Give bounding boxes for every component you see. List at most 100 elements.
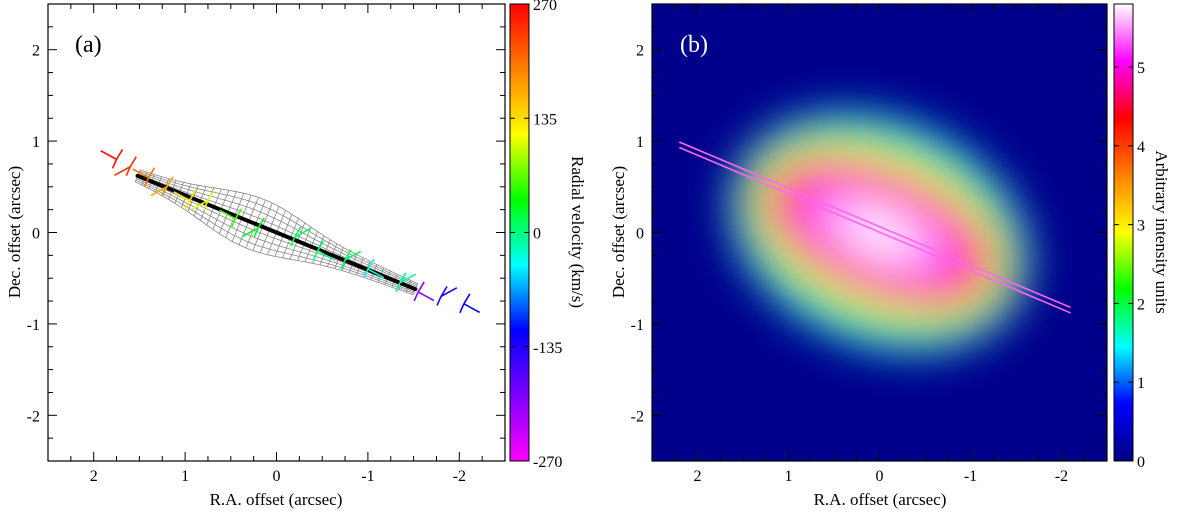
vector-shaft — [344, 250, 362, 261]
vector-shaft — [463, 303, 481, 314]
x-tick-label: 0 — [876, 468, 884, 485]
vector-barb — [395, 282, 401, 293]
velocity-vector — [340, 249, 362, 270]
y-tick-label: -2 — [631, 408, 644, 425]
vector-barb — [125, 166, 131, 177]
vector-barb — [399, 272, 407, 284]
velocity-vector — [191, 190, 215, 210]
colorbar-tick-label: 5 — [1137, 60, 1145, 77]
vector-barb — [184, 200, 191, 210]
panel-b-colorbar-ticks: 5 4 3 2 1 0 — [1114, 60, 1145, 471]
vector-barb — [312, 250, 319, 261]
vector-barb — [253, 227, 259, 238]
vector-barb — [290, 236, 296, 247]
colorbar-tick-label: -270 — [533, 454, 562, 471]
panel-b-lines — [678, 141, 1071, 314]
colorbar-tick-label: 0 — [1137, 454, 1145, 471]
velocity-vector — [290, 226, 311, 247]
vector-barb — [162, 186, 168, 197]
pa-line — [678, 146, 1071, 314]
vector-barb — [440, 286, 448, 297]
vector-barb — [257, 217, 265, 229]
vector-barb — [188, 190, 197, 201]
y-tick-label: -1 — [631, 317, 644, 334]
panel-a-ticks: 2 1 0 -1 -2 2 1 0 -1 -2 — [27, 3, 506, 485]
velocity-vector — [173, 190, 197, 210]
vector-shaft — [440, 287, 458, 298]
velocity-vector — [150, 176, 174, 197]
y-tick-label: 1 — [636, 134, 644, 151]
vector-barb — [234, 208, 243, 220]
vector-barb — [340, 259, 346, 270]
y-tick-label: 1 — [32, 134, 40, 151]
vector-barb — [459, 303, 465, 314]
x-tick-label: 0 — [273, 468, 281, 485]
vector-barb — [367, 258, 375, 270]
panel-b-ylabel: Dec. offset (arcsec) — [609, 166, 628, 298]
vector-shaft — [219, 209, 236, 220]
pa-line — [678, 141, 1071, 309]
velocity-vector — [114, 156, 137, 177]
vector-barb — [417, 281, 425, 293]
vector-shaft — [150, 186, 168, 197]
colorbar-tick-label: 1 — [1137, 375, 1145, 392]
vector-barb — [230, 218, 237, 229]
y-tick-label: 2 — [32, 43, 40, 60]
y-tick-label: 0 — [32, 226, 40, 243]
panel-b-image — [678, 114, 1071, 351]
x-tick-label: 2 — [694, 468, 702, 485]
vector-barb — [344, 249, 352, 261]
velocity-vector — [363, 258, 385, 279]
colorbar-tick-label: -135 — [533, 340, 562, 357]
y-tick-label: 2 — [636, 43, 644, 60]
vector-barb — [463, 293, 471, 305]
panel-a-marks — [100, 148, 481, 314]
vector-shaft — [367, 268, 385, 279]
vector-shaft — [191, 199, 209, 210]
panel-a-ylabel: Dec. offset (arcsec) — [5, 166, 24, 298]
x-tick-label: -2 — [453, 468, 466, 485]
vector-barb — [111, 159, 118, 169]
vector-shaft — [114, 165, 131, 177]
vector-shaft — [242, 227, 259, 238]
vector-barb — [294, 226, 302, 238]
vector-barb — [363, 268, 369, 279]
velocity-vector — [436, 286, 458, 306]
colorbar-tick-label: 4 — [1137, 139, 1145, 156]
vector-barb — [203, 200, 209, 210]
vector-barb — [115, 148, 124, 160]
panel-a-xlabel: R.A. offset (arcsec) — [210, 490, 343, 509]
vector-shaft — [173, 191, 191, 202]
velocity-vector — [100, 148, 124, 169]
vector-shaft — [294, 227, 311, 238]
y-tick-label: 0 — [636, 226, 644, 243]
vector-barb — [129, 156, 137, 168]
colorbar-tick-label: 270 — [533, 0, 557, 14]
colorbar-tick-label: 135 — [533, 111, 557, 128]
velocity-vector — [395, 272, 417, 293]
vector-barb — [316, 240, 325, 252]
y-tick-label: -1 — [27, 317, 40, 334]
velocity-vector — [459, 293, 481, 314]
vector-barb — [166, 176, 174, 188]
colorbar-tick-label: 3 — [1137, 218, 1145, 235]
panel-b-label: (b) — [680, 32, 708, 58]
colorbar-tick-label: 0 — [533, 226, 541, 243]
panel-a-colorbar-label: Radial velocity (km/s) — [568, 156, 587, 308]
vector-barb — [143, 177, 150, 187]
panel-b-xlabel: R.A. offset (arcsec) — [814, 490, 947, 509]
x-tick-label: 2 — [90, 468, 98, 485]
vector-barb — [207, 190, 215, 201]
vector-barb — [147, 167, 156, 179]
velocity-vector — [219, 208, 243, 229]
velocity-vector — [132, 167, 156, 187]
panel-a-colorbar-ticks: 270 135 0 -135 -270 — [510, 0, 562, 471]
panel-b-colorbar — [1113, 3, 1134, 462]
vector-barb — [436, 296, 442, 306]
vector-shaft — [417, 291, 435, 302]
x-tick-label: -1 — [361, 468, 374, 485]
panel-b-ticks: 2 1 0 -1 -2 2 1 0 -1 -2 — [631, 3, 1108, 485]
colorbar-tick-label: 2 — [1137, 296, 1145, 313]
